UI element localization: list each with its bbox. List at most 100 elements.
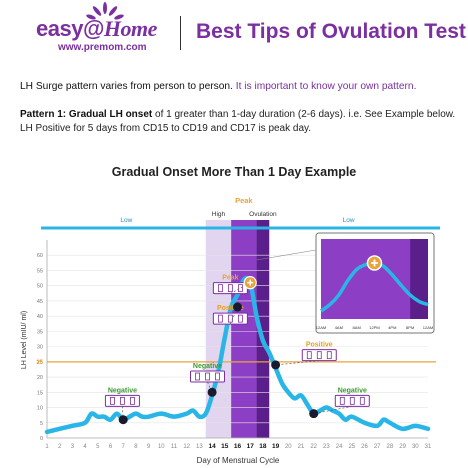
phase-label-ovulation: Ovulation bbox=[249, 211, 277, 218]
test-strip-window bbox=[215, 372, 220, 381]
x-tick-label: 6 bbox=[109, 444, 113, 450]
y-tick-label: 60 bbox=[37, 253, 43, 259]
flower-logo-icon bbox=[86, 2, 124, 20]
inset-x-tick-label: 8AM bbox=[353, 325, 361, 330]
phase-band-peak bbox=[231, 220, 257, 438]
logo-home: Home bbox=[103, 16, 158, 41]
website-link: www.premom.com bbox=[58, 42, 147, 53]
x-tick-label: 5 bbox=[96, 444, 100, 450]
test-strip-window bbox=[217, 314, 223, 323]
test-strip-window bbox=[205, 372, 210, 381]
x-tick-label: 12 bbox=[183, 444, 190, 450]
peak-plus-icon bbox=[247, 279, 254, 286]
phase-label-low: Low bbox=[120, 217, 132, 224]
data-marker bbox=[118, 415, 128, 425]
x-tick-label: 14 bbox=[208, 443, 216, 450]
page-title: Best Tips of Ovulation Test bbox=[196, 20, 466, 43]
pattern-rest: of 1 greater than 1-day duration (2-6 da… bbox=[152, 109, 456, 120]
inset-x-tick-label: 4PM bbox=[388, 325, 396, 330]
annotation-label: Negative bbox=[193, 363, 222, 370]
x-tick-label: 2 bbox=[58, 444, 62, 450]
phase-label-peak: Peak bbox=[235, 196, 253, 205]
intro-plain: LH Surge pattern varies from person to p… bbox=[20, 81, 233, 92]
inset-x-tick-label: 4AM bbox=[335, 325, 343, 330]
x-axis-label: Day of Menstrual Cycle bbox=[197, 456, 280, 465]
y-tick-label: 10 bbox=[37, 406, 43, 412]
pattern-description: Pattern 1: Gradual LH onset of 1 greater… bbox=[20, 108, 464, 136]
pattern-label: Pattern 1: Gradual LH onset bbox=[20, 109, 153, 120]
x-tick-label: 3 bbox=[71, 444, 75, 450]
annotation-label: Positive bbox=[306, 342, 333, 349]
phase-band-ovulation bbox=[256, 220, 270, 438]
y-tick-label: 50 bbox=[37, 284, 43, 290]
test-strip-window bbox=[217, 284, 223, 293]
brand-logo: easy@Home bbox=[36, 16, 157, 42]
test-strip-window bbox=[130, 396, 135, 405]
x-tick-label: 31 bbox=[425, 444, 432, 450]
inset-shaded-area bbox=[410, 239, 428, 319]
header-divider bbox=[180, 16, 181, 50]
y-tick-label: 55 bbox=[37, 268, 43, 274]
x-tick-label: 17 bbox=[247, 443, 255, 450]
annotation-connector bbox=[313, 406, 353, 414]
intro-text: LH Surge pattern varies from person to p… bbox=[20, 80, 460, 94]
data-marker bbox=[271, 360, 281, 370]
phase-label-low: Low bbox=[343, 217, 355, 224]
test-strip-window bbox=[120, 396, 125, 405]
test-annotation-negative: Negative bbox=[334, 387, 370, 407]
inset-x-tick-label: 8PM bbox=[406, 325, 414, 330]
y-tick-label: 20 bbox=[37, 375, 43, 381]
data-marker bbox=[233, 302, 242, 312]
annotation-label: Negative bbox=[338, 387, 367, 394]
x-tick-label: 27 bbox=[374, 444, 381, 450]
inset-x-tick-label: 12AM bbox=[316, 325, 326, 330]
x-tick-label: 30 bbox=[412, 444, 419, 450]
x-tick-label: 13 bbox=[196, 444, 203, 450]
x-tick-label: 19 bbox=[272, 443, 280, 450]
threshold-label: 25 bbox=[36, 360, 43, 366]
test-strip-window bbox=[110, 396, 115, 405]
y-axis-label: LH Level (mIU/ ml) bbox=[21, 311, 28, 369]
x-tick-label: 20 bbox=[285, 444, 292, 450]
annotation-label: Peak bbox=[222, 275, 238, 282]
test-strip-window bbox=[339, 396, 345, 405]
x-tick-label: 24 bbox=[336, 444, 343, 450]
inset-plus-icon bbox=[371, 259, 378, 267]
x-tick-label: 26 bbox=[361, 444, 368, 450]
test-strip-window bbox=[237, 314, 243, 323]
y-tick-label: 0 bbox=[40, 436, 43, 442]
pattern-line2: LH Positive for 5 days from CD15 to CD19… bbox=[20, 123, 312, 134]
header: easy@Home www.premom.com Best Tips of Ov… bbox=[0, 0, 468, 60]
test-strip-window bbox=[195, 372, 200, 381]
x-tick-label: 11 bbox=[171, 444, 178, 450]
intro-highlight: It is important to know your own pattern… bbox=[235, 81, 417, 92]
x-tick-label: 16 bbox=[234, 443, 242, 450]
chart-title: Gradual Onset More Than 1 Day Example bbox=[111, 165, 357, 179]
data-marker bbox=[309, 409, 319, 419]
x-tick-label: 15 bbox=[221, 443, 229, 450]
inset-x-tick-label: 12PM bbox=[369, 325, 379, 330]
test-strip-window bbox=[237, 284, 243, 293]
x-tick-label: 29 bbox=[399, 444, 406, 450]
test-annotation-negative: Negative bbox=[104, 387, 140, 407]
x-tick-label: 18 bbox=[259, 443, 267, 450]
y-tick-label: 25 bbox=[37, 360, 43, 366]
annotation-connector bbox=[230, 306, 238, 325]
y-tick-label: 45 bbox=[37, 299, 43, 305]
x-tick-label: 25 bbox=[348, 444, 355, 450]
y-tick-label: 15 bbox=[37, 390, 43, 396]
data-marker bbox=[207, 387, 217, 397]
y-tick-label: 40 bbox=[37, 314, 43, 320]
annotation-label: Negative bbox=[108, 387, 137, 394]
x-tick-label: 7 bbox=[122, 444, 126, 450]
test-strip-window bbox=[326, 351, 332, 360]
inset-connector bbox=[256, 249, 317, 261]
x-tick-label: 22 bbox=[310, 444, 317, 450]
test-strip-window bbox=[316, 351, 322, 360]
y-tick-label: 30 bbox=[37, 345, 43, 351]
x-tick-label: 9 bbox=[147, 444, 151, 450]
annotation-connector bbox=[275, 360, 320, 366]
annotation-label: Positive bbox=[217, 305, 244, 312]
x-tick-label: 10 bbox=[158, 444, 165, 450]
